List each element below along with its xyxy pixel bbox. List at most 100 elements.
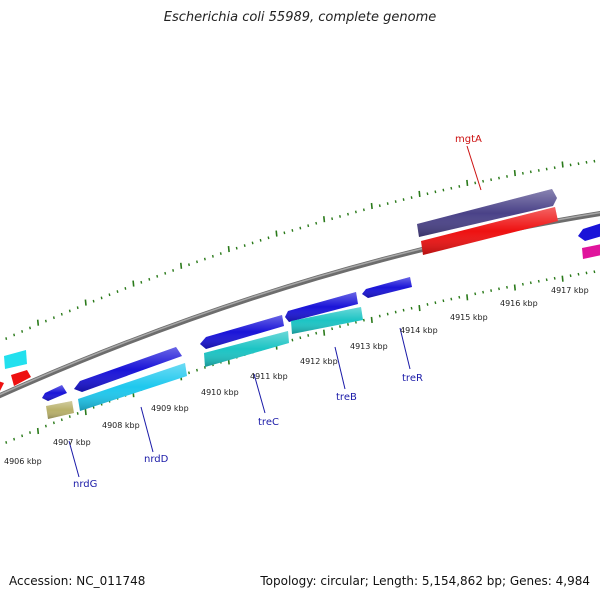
gene-label-mgtA[interactable]: mgtA xyxy=(455,134,482,145)
minor-tick xyxy=(458,295,461,299)
gene-label-treB[interactable]: treB xyxy=(336,392,357,403)
accession-text: Accession: NC_011748 xyxy=(9,574,146,588)
minor-tick xyxy=(442,299,445,303)
minor-tick xyxy=(434,190,437,194)
minor-tick xyxy=(52,421,55,425)
major-tick xyxy=(227,246,230,253)
minor-tick xyxy=(211,254,214,258)
minor-tick xyxy=(593,159,596,163)
minor-tick xyxy=(434,301,437,305)
minor-tick xyxy=(29,431,31,434)
minor-tick xyxy=(76,306,79,310)
feature-treB-teal xyxy=(291,307,363,334)
minor-tick xyxy=(331,327,334,331)
gene-treC-arrow[interactable] xyxy=(200,315,284,349)
gene-nrdD-arrow[interactable] xyxy=(74,347,182,392)
minor-tick xyxy=(251,241,254,245)
gene-label-nrdD[interactable]: nrdD xyxy=(144,454,169,465)
major-tick xyxy=(275,230,278,237)
minor-tick xyxy=(402,198,405,201)
minor-tick xyxy=(474,292,477,296)
minor-tick xyxy=(44,424,47,428)
minor-tick xyxy=(362,208,365,212)
minor-tick xyxy=(92,299,95,303)
minor-tick xyxy=(450,297,453,301)
major-tick xyxy=(513,170,516,177)
minor-tick xyxy=(315,331,318,335)
gene-nrdG-arrow[interactable] xyxy=(42,385,67,401)
leader-treB xyxy=(334,346,346,390)
leader-treC xyxy=(253,373,266,414)
kbp-label: 4910 kbp xyxy=(201,388,239,397)
major-tick xyxy=(418,190,421,197)
minor-tick xyxy=(196,260,198,264)
minor-tick xyxy=(354,210,357,214)
minor-tick xyxy=(450,186,453,190)
major-tick xyxy=(466,294,469,301)
leader-mgtA xyxy=(466,145,482,191)
minor-tick xyxy=(498,176,500,180)
minor-tick xyxy=(259,238,262,242)
minor-tick xyxy=(593,270,596,274)
gene-label-nrdG[interactable]: nrdG xyxy=(73,479,97,490)
gene-treR-arrow[interactable] xyxy=(362,277,412,298)
major-tick xyxy=(323,329,326,336)
minor-tick xyxy=(537,169,540,172)
minor-tick xyxy=(506,285,508,289)
feature-left-cyan xyxy=(4,350,27,369)
gene-treB-arrow[interactable] xyxy=(285,292,358,322)
minor-tick xyxy=(585,160,588,164)
minor-tick xyxy=(482,290,485,294)
minor-tick xyxy=(537,279,540,283)
minor-tick xyxy=(235,246,238,250)
feature-right-magenta xyxy=(582,244,600,259)
minor-tick xyxy=(394,310,397,314)
minor-tick xyxy=(156,274,159,278)
minor-tick xyxy=(506,175,508,178)
minor-tick xyxy=(529,170,532,174)
minor-tick xyxy=(521,282,524,286)
leader-nrdD xyxy=(140,406,154,453)
leader-nrdG xyxy=(68,440,80,478)
kbp-label: 4916 kbp xyxy=(500,299,538,308)
gene-label-treR[interactable]: treR xyxy=(402,373,423,384)
major-tick xyxy=(466,179,469,186)
minor-tick xyxy=(283,231,286,235)
inner-tick-track xyxy=(5,270,596,444)
minor-tick xyxy=(44,319,47,323)
gene-blue-right-edge[interactable] xyxy=(578,223,600,241)
minor-tick xyxy=(68,415,71,418)
major-tick xyxy=(84,299,87,306)
feature-nrdD-cyan xyxy=(78,363,187,411)
minor-tick xyxy=(442,188,445,192)
minor-tick xyxy=(5,337,8,340)
minor-tick xyxy=(347,212,349,216)
minor-tick xyxy=(68,309,71,313)
minor-tick xyxy=(569,274,572,278)
minor-tick xyxy=(140,280,143,284)
minor-tick xyxy=(347,323,349,326)
kbp-label: 4907 kbp xyxy=(53,438,91,447)
kbp-label: 4915 kbp xyxy=(450,313,488,322)
major-tick xyxy=(180,262,183,269)
major-tick xyxy=(323,216,326,223)
minor-tick xyxy=(172,269,175,272)
minor-tick xyxy=(307,334,310,337)
feature-nrdG-olive xyxy=(46,401,74,419)
minor-tick xyxy=(5,441,8,444)
minor-tick xyxy=(21,330,24,333)
kbp-label: 4914 kbp xyxy=(400,326,438,335)
minor-tick xyxy=(108,293,111,297)
minor-tick xyxy=(291,338,294,342)
gene-label-treC[interactable]: treC xyxy=(258,417,279,428)
minor-tick xyxy=(291,229,294,232)
minor-tick xyxy=(474,181,477,185)
minor-tick xyxy=(426,192,429,196)
minor-tick xyxy=(299,336,302,340)
gene-mgtA-arrow[interactable] xyxy=(417,189,557,237)
minor-tick xyxy=(585,271,588,275)
outer-tick-track xyxy=(5,159,596,340)
kbp-label: 4908 kbp xyxy=(102,421,140,430)
major-tick xyxy=(561,161,564,168)
feature-treC-teal xyxy=(204,331,289,367)
